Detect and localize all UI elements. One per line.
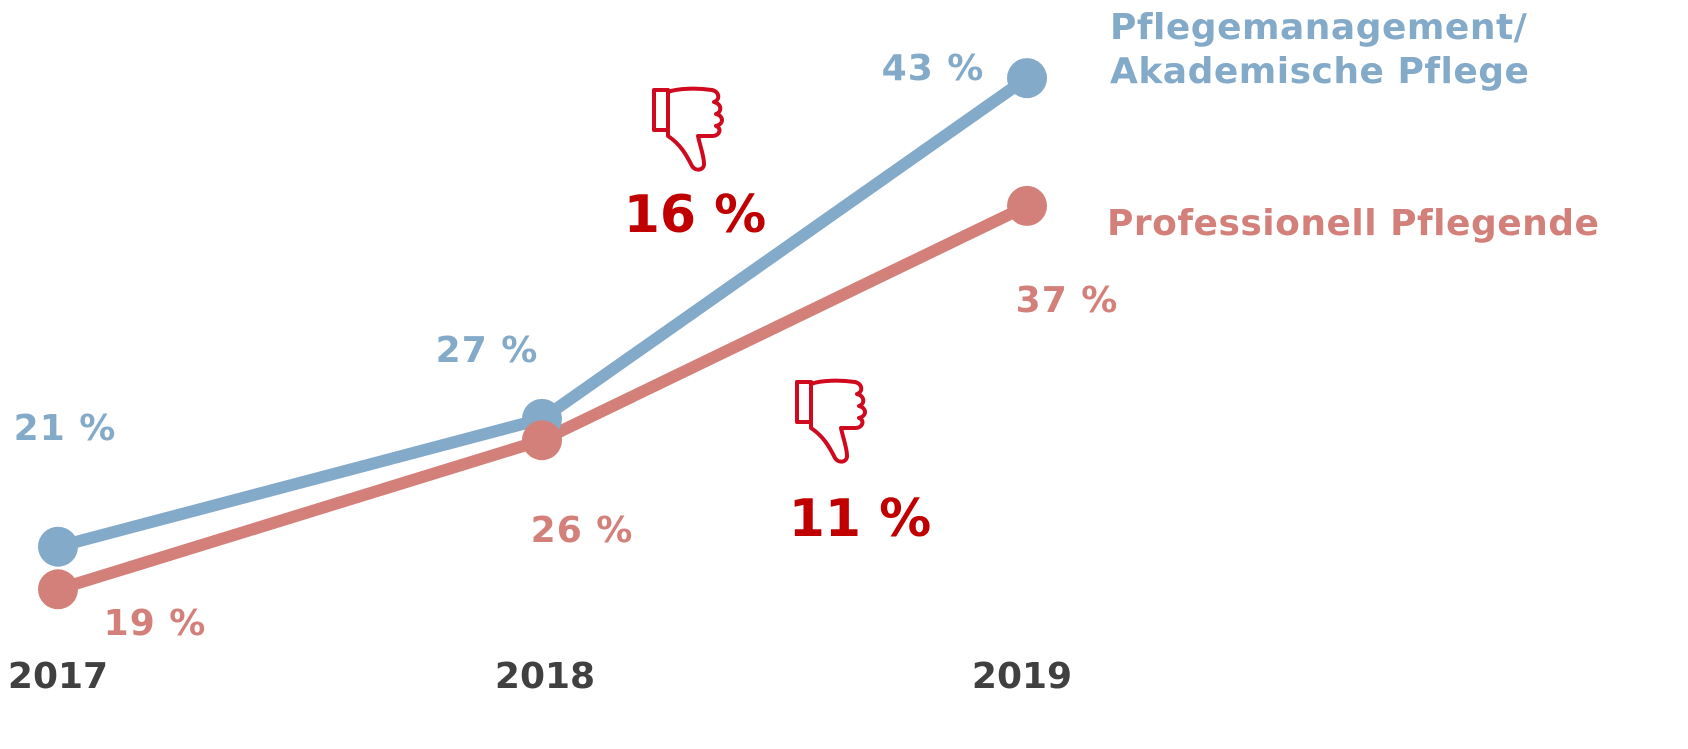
x-tick-label: 2017 <box>8 656 108 697</box>
data-point <box>38 569 78 610</box>
legend-entry: Professionell Pflegende <box>1107 203 1600 244</box>
thumbs-down-icon <box>652 86 867 464</box>
annotation: 16 % <box>624 185 767 245</box>
x-tick-label: 2018 <box>495 656 595 697</box>
data-point <box>522 420 562 461</box>
data-point <box>1007 185 1047 226</box>
data-label: 19 % <box>104 603 207 644</box>
data-label: 26 % <box>531 510 634 551</box>
x-tick-label: 2019 <box>972 656 1072 697</box>
data-label: 27 % <box>436 330 539 371</box>
series-line <box>52 72 1033 553</box>
data-point <box>38 526 78 567</box>
data-label: 37 % <box>1016 280 1119 321</box>
legend-entry: Pflegemanagement/ Akademische Pflege <box>1110 7 1530 92</box>
annotation: 11 % <box>789 489 932 549</box>
data-point <box>1007 58 1047 99</box>
data-label: 43 % <box>882 48 985 89</box>
data-label: 21 % <box>14 408 117 449</box>
